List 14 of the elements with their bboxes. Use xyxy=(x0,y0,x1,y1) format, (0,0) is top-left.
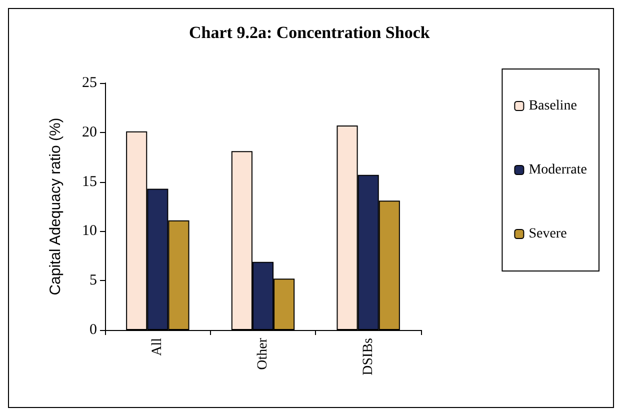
y-tick-label: 15 xyxy=(82,174,97,190)
legend-label: Baseline xyxy=(528,98,577,114)
legend-label: Severe xyxy=(528,226,567,242)
y-tick-label: 20 xyxy=(82,124,97,140)
y-tick-label: 5 xyxy=(90,272,97,289)
x-tick-label: DSIBs xyxy=(360,338,376,376)
y-tick-label: 25 xyxy=(82,75,97,91)
y-tick-label: 10 xyxy=(82,223,97,240)
x-tick-label: Other xyxy=(256,338,270,370)
legend-label: Moderrate xyxy=(528,162,588,178)
chart-title: Chart 9.2a: Concentration Shock xyxy=(189,23,430,42)
y-axis-title: Capital Adequacy ratio (%) xyxy=(47,118,64,296)
y-tick-label: 0 xyxy=(90,322,97,338)
x-tick-label: All xyxy=(150,338,166,356)
